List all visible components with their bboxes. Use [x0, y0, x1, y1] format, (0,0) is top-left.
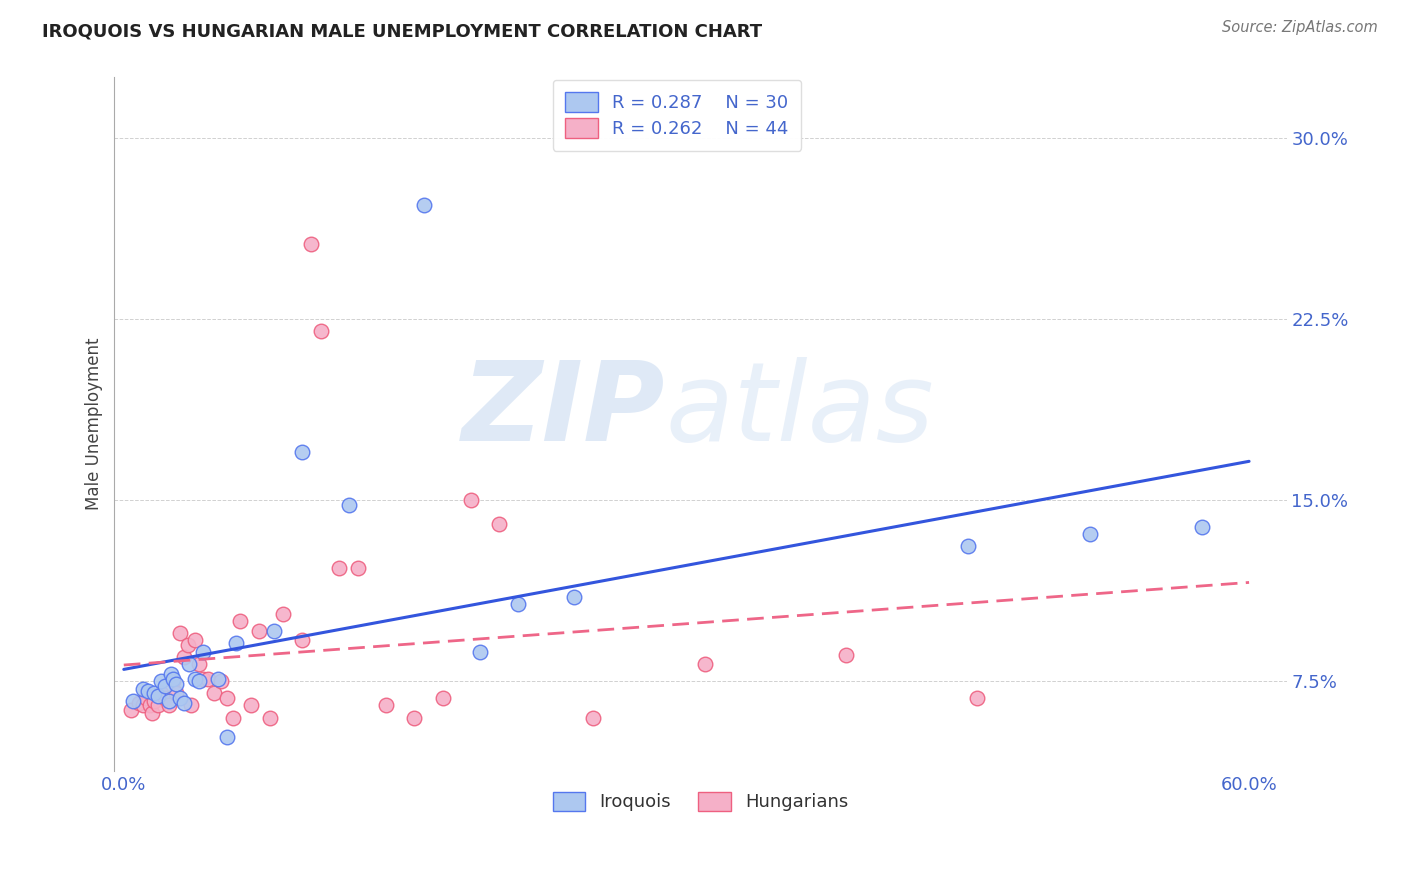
Point — [150, 674, 173, 689]
Point — [299, 237, 322, 252]
Point — [215, 730, 238, 744]
Point — [135, 691, 157, 706]
Point — [153, 679, 176, 693]
Y-axis label: Male Unemployment: Male Unemployment — [86, 338, 103, 510]
Point — [162, 674, 184, 689]
Point — [562, 590, 585, 604]
Point — [157, 698, 180, 713]
Point — [263, 624, 285, 638]
Point — [291, 633, 314, 648]
Point — [966, 691, 988, 706]
Point — [197, 672, 219, 686]
Point — [153, 691, 176, 706]
Point — [209, 674, 232, 689]
Point — [412, 198, 434, 212]
Point — [169, 626, 191, 640]
Point — [582, 710, 605, 724]
Text: Source: ZipAtlas.com: Source: ZipAtlas.com — [1222, 20, 1378, 35]
Point — [187, 657, 209, 672]
Point — [150, 686, 173, 700]
Point — [202, 686, 225, 700]
Point — [191, 645, 214, 659]
Point — [162, 672, 184, 686]
Point — [488, 517, 510, 532]
Point — [215, 691, 238, 706]
Point — [176, 638, 198, 652]
Point — [146, 698, 169, 713]
Point — [247, 624, 270, 638]
Point — [128, 696, 150, 710]
Point — [141, 706, 163, 720]
Point — [695, 657, 717, 672]
Point — [142, 693, 165, 707]
Point — [131, 698, 153, 713]
Point — [1191, 519, 1213, 533]
Point — [142, 686, 165, 700]
Point — [506, 597, 529, 611]
Point — [460, 493, 482, 508]
Point — [139, 698, 162, 713]
Point — [120, 703, 142, 717]
Point — [347, 561, 370, 575]
Point — [337, 498, 360, 512]
Text: IROQUOIS VS HUNGARIAN MALE UNEMPLOYMENT CORRELATION CHART: IROQUOIS VS HUNGARIAN MALE UNEMPLOYMENT … — [42, 22, 762, 40]
Point — [179, 657, 201, 672]
Point — [956, 539, 979, 553]
Point — [131, 681, 153, 696]
Point — [159, 667, 181, 681]
Point — [221, 710, 243, 724]
Point — [136, 684, 159, 698]
Point — [259, 710, 281, 724]
Point — [180, 698, 202, 713]
Point — [207, 672, 229, 686]
Point — [309, 324, 332, 338]
Point — [1078, 527, 1101, 541]
Point — [328, 561, 350, 575]
Point — [165, 677, 187, 691]
Point — [271, 607, 294, 621]
Point — [165, 686, 187, 700]
Point — [173, 696, 195, 710]
Point — [187, 674, 209, 689]
Point — [404, 710, 426, 724]
Point — [468, 645, 491, 659]
Text: ZIP: ZIP — [461, 357, 665, 464]
Point — [375, 698, 398, 713]
Point — [191, 672, 214, 686]
Point — [173, 650, 195, 665]
Point — [291, 445, 314, 459]
Legend: Iroquois, Hungarians: Iroquois, Hungarians — [540, 779, 860, 824]
Point — [225, 635, 247, 649]
Point — [157, 693, 180, 707]
Point — [432, 691, 454, 706]
Point — [184, 672, 207, 686]
Point — [835, 648, 858, 662]
Text: atlas: atlas — [665, 357, 934, 464]
Point — [169, 691, 191, 706]
Point — [122, 693, 145, 707]
Point — [146, 689, 169, 703]
Point — [184, 633, 207, 648]
Point — [240, 698, 263, 713]
Point — [229, 614, 252, 628]
